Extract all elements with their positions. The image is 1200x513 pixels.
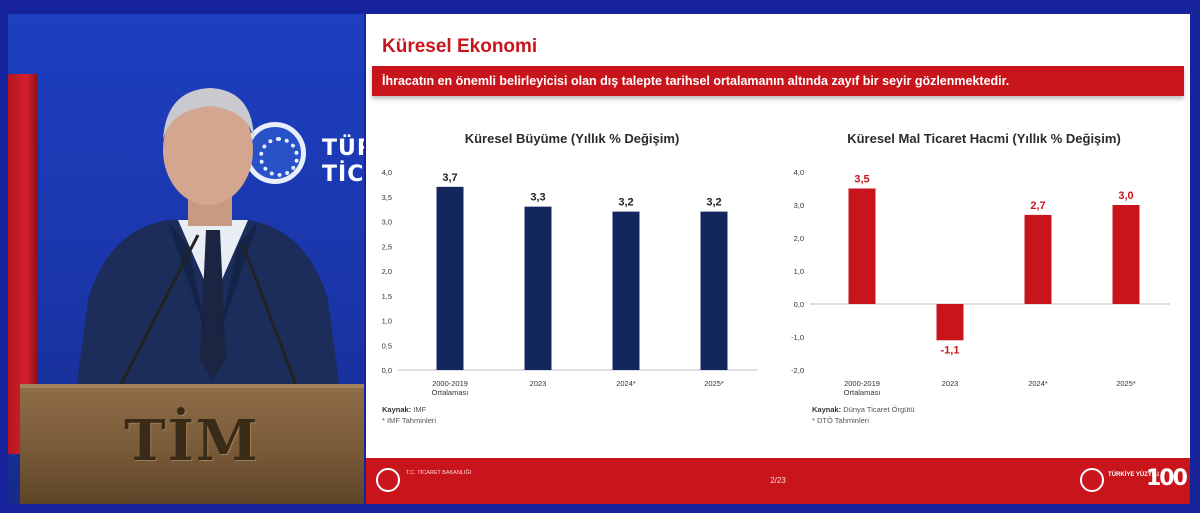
source-label-left: Kaynak: [382, 405, 412, 414]
slide-footer: T.C. TİCARET BAKANLIĞI 2/23 TÜRKİYE YÜZY… [366, 458, 1190, 504]
y-tick-label: 2,5 [382, 242, 392, 251]
bar [524, 206, 552, 370]
century-emblem-icon [1080, 468, 1104, 492]
podium-logo-text: TİM [124, 408, 260, 474]
chart-title: Küresel Mal Ticaret Hacmi (Yıllık % Deği… [847, 131, 1121, 146]
category-label: 2000-2019 [432, 379, 468, 388]
ministry-emblem-icon [376, 468, 400, 492]
y-tick-label: -2,0 [791, 366, 804, 375]
bar [700, 211, 728, 370]
category-label: 2024* [616, 379, 636, 388]
bar [936, 304, 964, 341]
category-label: 2023 [942, 379, 959, 388]
data-label: 3,2 [618, 197, 633, 209]
bar [1112, 205, 1140, 304]
y-tick-label: 4,0 [794, 168, 804, 177]
ministry-logo-icon [244, 122, 306, 184]
forecast-note-right: * DTÖ Tahminleri [812, 416, 869, 425]
y-tick-label: 4,0 [382, 168, 392, 177]
forecast-note-left: * IMF Tahminleri [382, 416, 437, 425]
global-trade-volume-chart: Küresel Mal Ticaret Hacmi (Yıllık % Deği… [791, 131, 1170, 397]
footer-100-logo: 100 [1146, 466, 1188, 491]
speaker-video-panel: TÜRK TİCA TİM [8, 14, 364, 504]
slide-title: Küresel Ekonomi [382, 36, 538, 57]
chart-title: Küresel Büyüme (Yıllık % Değişim) [465, 131, 680, 146]
y-tick-label: 0,0 [382, 366, 392, 375]
page-number: 2/23 [770, 476, 786, 485]
category-label: Ortalaması [844, 388, 881, 397]
y-tick-label: 1,0 [382, 317, 392, 326]
data-label: 3,3 [530, 192, 545, 204]
footer-ministry-name: T.C. TİCARET BAKANLIĞI [406, 470, 472, 476]
source-note-left: Kaynak: IMF * IMF Tahminleri [382, 404, 436, 426]
y-tick-label: 3,0 [382, 218, 392, 227]
y-tick-label: 3,5 [382, 193, 392, 202]
footer-century-text: TÜRKİYE YÜZYILI [1108, 472, 1159, 478]
podium: TİM [20, 384, 364, 504]
category-label: 2025* [1116, 379, 1136, 388]
data-label: 3,7 [442, 172, 457, 184]
backdrop-logo-text-2: TİCA [322, 162, 364, 187]
presentation-slide: Küresel Ekonomi İhracatın en önemli beli… [366, 14, 1190, 504]
y-tick-label: 2,0 [382, 267, 392, 276]
data-label: 3,5 [854, 174, 869, 186]
data-label: 3,0 [1118, 190, 1133, 202]
banner-text: İhracatın en önemli belirleyicisi olan d… [382, 74, 1010, 88]
data-label: -1,1 [941, 344, 960, 356]
category-label: 2025* [704, 379, 724, 388]
bar [848, 188, 876, 304]
y-tick-label: 1,0 [794, 267, 804, 276]
category-label: 2000-2019 [844, 379, 880, 388]
y-tick-label: 1,5 [382, 292, 392, 301]
bar [436, 186, 464, 370]
y-tick-label: -1,0 [791, 333, 804, 342]
source-value-left: IMF [413, 405, 427, 414]
category-label: Ortalaması [432, 388, 469, 397]
bar [612, 211, 640, 370]
slide-banner: İhracatın en önemli belirleyicisi olan d… [372, 66, 1184, 96]
category-label: 2023 [530, 379, 547, 388]
source-note-right: Kaynak: Dünya Ticaret Örgütü * DTÖ Tahmi… [812, 404, 915, 426]
y-tick-label: 0,0 [794, 300, 804, 309]
y-tick-label: 0,5 [382, 341, 392, 350]
y-tick-label: 3,0 [794, 201, 804, 210]
category-label: 2024* [1028, 379, 1048, 388]
global-growth-chart: Küresel Büyüme (Yıllık % Değişim) 0,0 0,5 1… [382, 131, 758, 397]
source-label-right: Kaynak: [812, 405, 842, 414]
backdrop-logo-text-1: TÜRK [322, 136, 364, 161]
data-label: 3,2 [706, 197, 721, 209]
y-tick-label: 2,0 [794, 234, 804, 243]
source-value-right: Dünya Ticaret Örgütü [843, 405, 915, 414]
bar [1024, 214, 1052, 304]
data-label: 2,7 [1030, 200, 1045, 212]
